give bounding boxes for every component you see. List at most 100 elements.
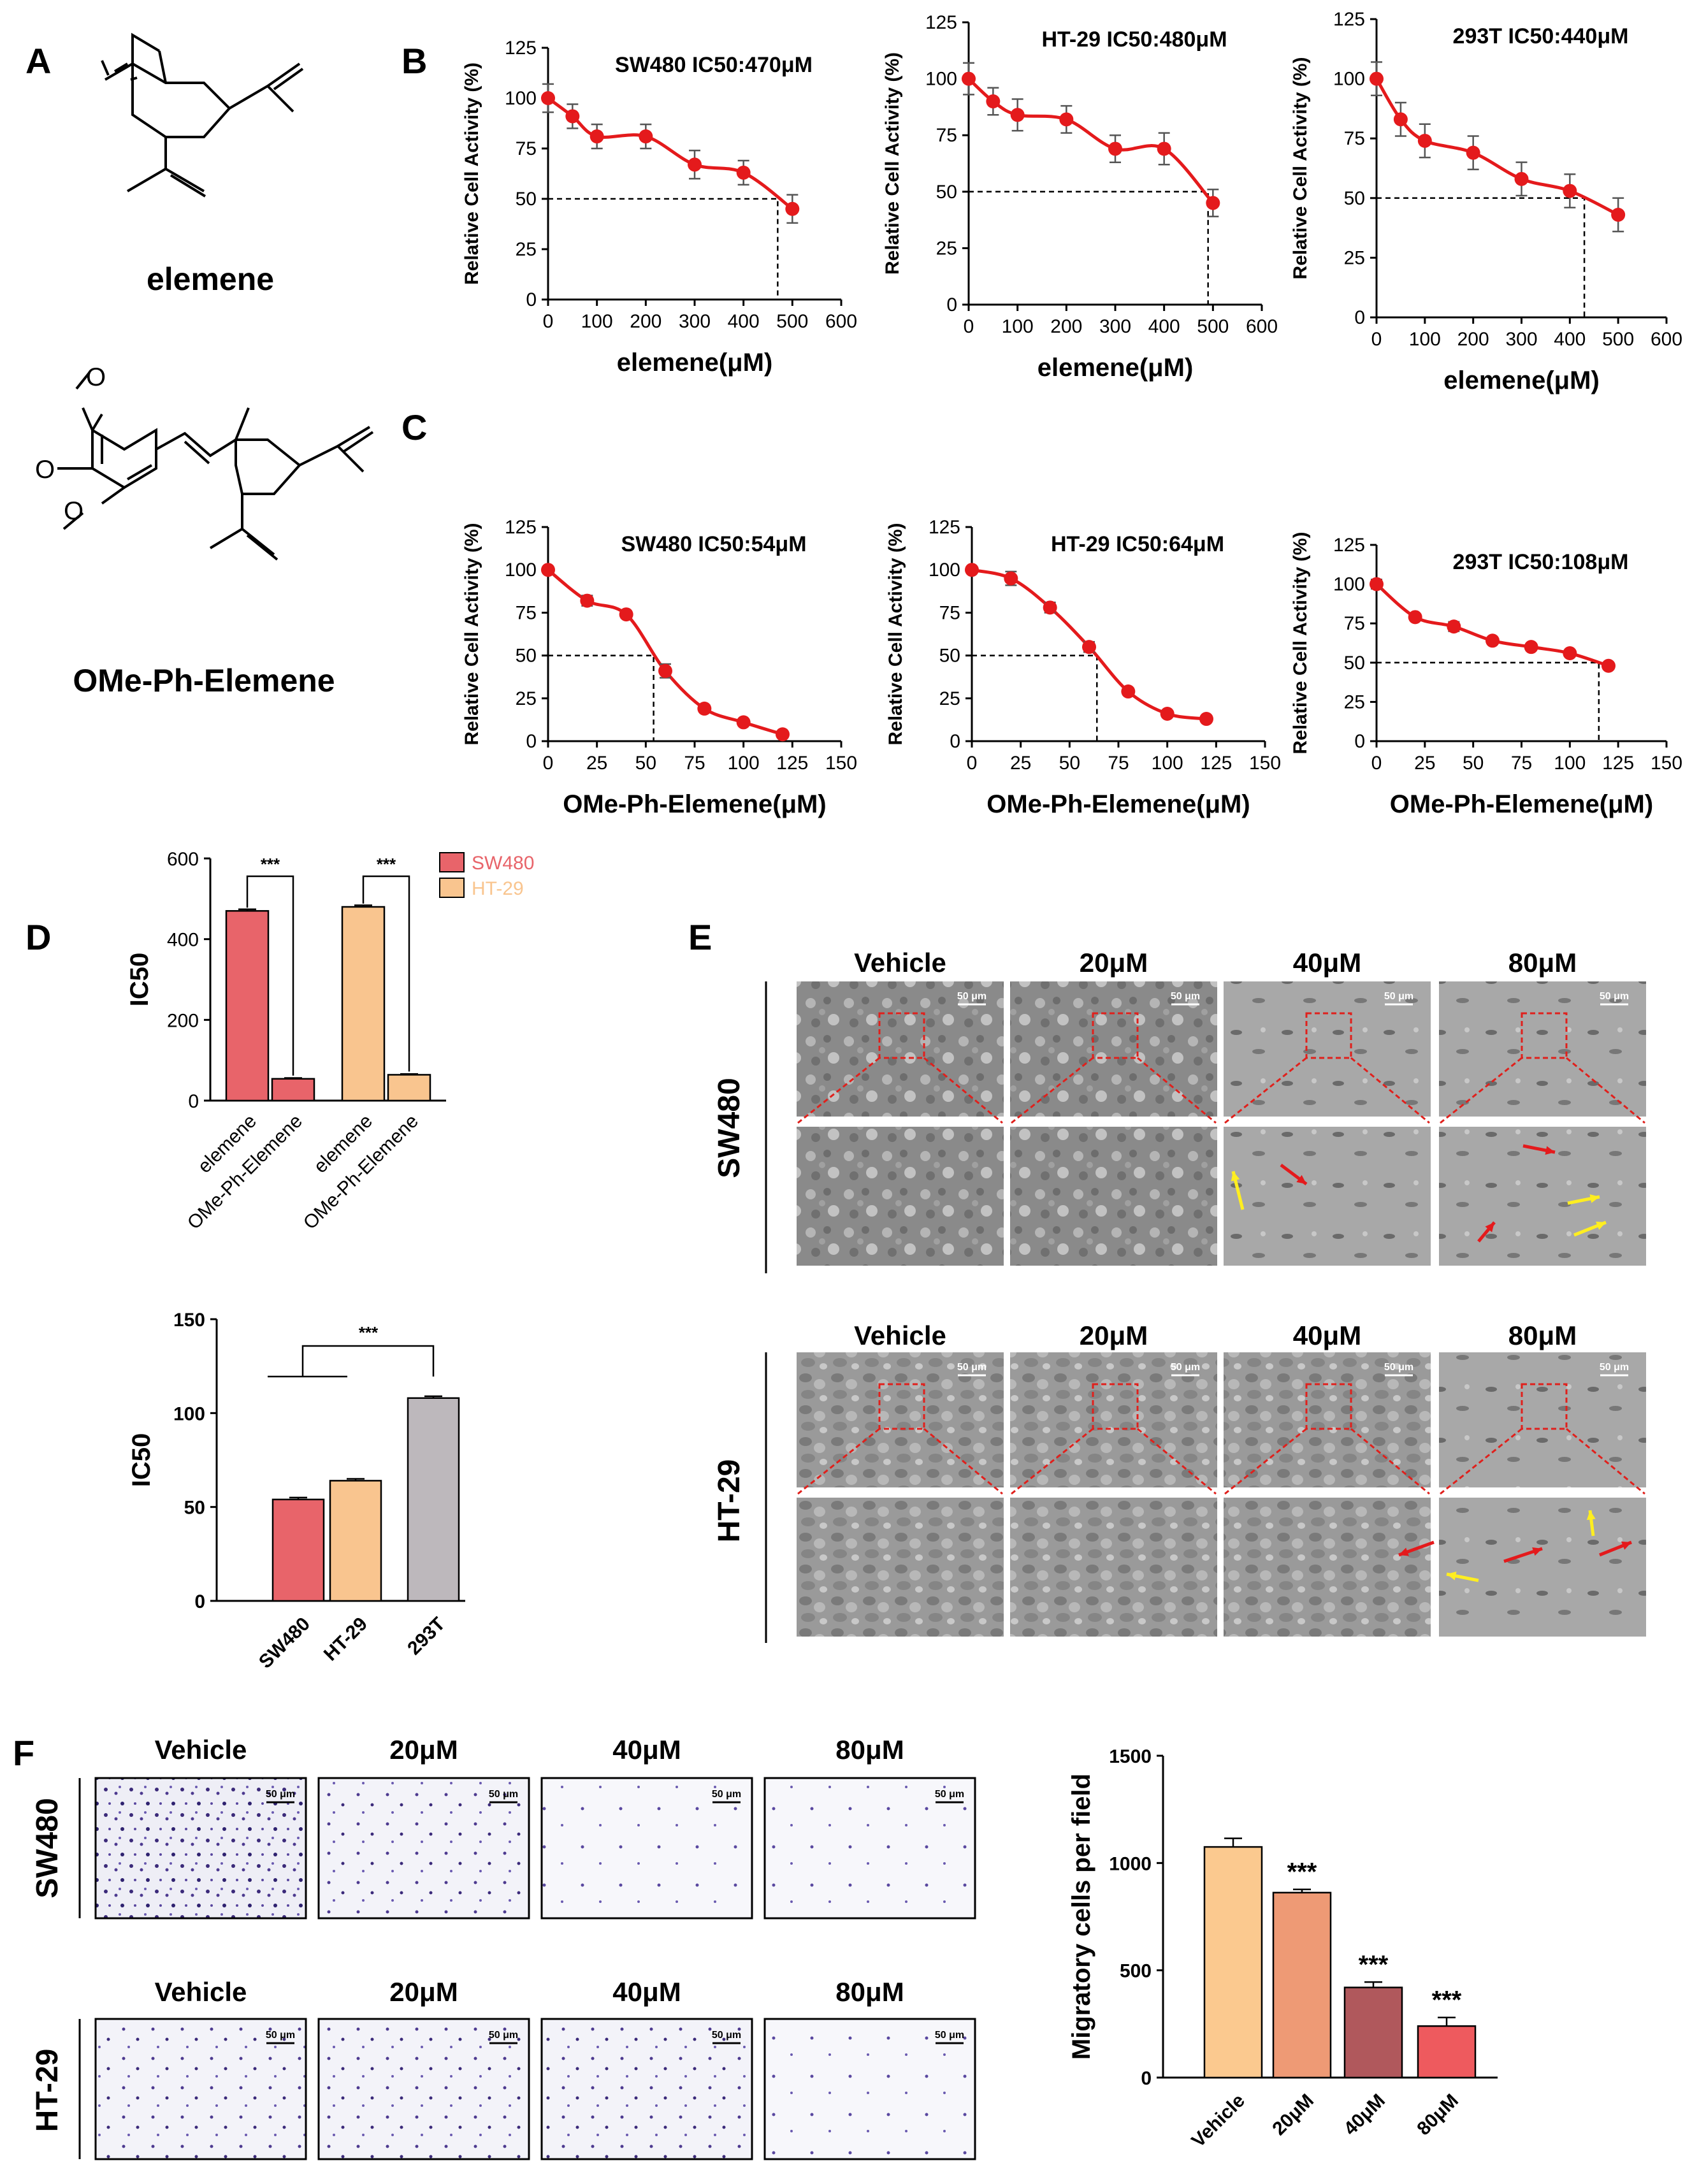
scale-bar-label: 50 μm (266, 2030, 295, 2041)
y-tick-label: 75 (939, 602, 960, 623)
y-tick-label: 50 (1344, 653, 1365, 674)
data-point (1447, 619, 1461, 634)
y-tick-label: 100 (505, 560, 537, 581)
condition-header: Vehicle (155, 1735, 247, 1765)
zoom-line (1137, 1057, 1217, 1124)
x-tick-label: 400 (728, 311, 760, 332)
data-point (697, 701, 712, 716)
x-tick-label: 500 (1197, 316, 1229, 337)
x-tick-label: 200 (1457, 329, 1489, 350)
y-tick-label: 0 (1354, 731, 1365, 752)
x-axis-label: OMe-Ph-Elemene(μM) (987, 790, 1250, 818)
x-tick-label: 400 (1148, 316, 1180, 337)
x-tick-label: 300 (1505, 329, 1537, 350)
x-tick-label: 0 (543, 753, 554, 774)
panel-f-transwell: Vehicle 20μM 40μM 80μM SW480 50 μm 50 μm 50 μm 5… (31, 1735, 976, 2160)
y-tick-label: 100 (505, 88, 537, 109)
y-tick-label: 25 (939, 688, 960, 709)
chart-c-293t: 0 25 50 75 100 125 150 0 25 50 75 100 125 293T IC50:1… (1290, 532, 1682, 819)
data-point (1059, 112, 1074, 127)
ome-ph-elemene-name: OMe-Ph-Elemene (73, 663, 335, 698)
red-arrowhead (1485, 1222, 1494, 1233)
chart-f-migration: 0 500 1000 1500 Migratory cells per field Veh… (1067, 1746, 1498, 2151)
micrograph-zoom (1439, 1127, 1646, 1266)
x-tick-label: HT-29 (320, 1614, 372, 1665)
scale-bar-label: 50 μm (1171, 991, 1200, 1002)
condition-header: 20μM (1080, 948, 1148, 978)
x-tick-label: 600 (1651, 329, 1682, 350)
micrograph-zoom (1224, 1498, 1431, 1637)
red-arrowhead (1532, 1547, 1542, 1556)
data-point (1408, 610, 1422, 625)
x-tick-label: 150 (825, 753, 857, 774)
data-point (1004, 571, 1018, 586)
x-axis-label: OMe-Ph-Elemene(μM) (1390, 790, 1653, 818)
x-tick-label: 200 (1050, 316, 1082, 337)
panel-letter-f: F (13, 1733, 34, 1773)
yellow-arrowhead (1231, 1171, 1240, 1182)
y-tick-label: 0 (1141, 2068, 1152, 2089)
data-point (1486, 633, 1500, 648)
scale-bar-label: 50 μm (1600, 991, 1629, 1002)
chart-title: HT-29 IC50:64μM (1051, 532, 1224, 556)
scale-bar-label: 50 μm (935, 1789, 964, 1800)
chart-title: HT-29 IC50:480μM (1041, 27, 1227, 52)
micrograph-zoom (1224, 1127, 1431, 1266)
zoom-line (923, 1428, 1003, 1495)
y-tick-label: 600 (167, 849, 199, 870)
bar (271, 1078, 315, 1102)
ic50-guide (548, 654, 654, 741)
x-tick-label: 600 (825, 311, 857, 332)
methoxy-o-2: O (35, 456, 55, 484)
chart-d-legend: SW480 HT-29 (439, 852, 534, 899)
ic50-guide (548, 198, 779, 300)
significance-label: *** (1359, 1951, 1389, 1979)
significance-bracket (301, 1345, 435, 1377)
scale-bar-label: 50 μm (712, 1789, 741, 1800)
x-tick-label: 0 (967, 753, 978, 774)
data-point (736, 715, 751, 730)
row-label: HT-29 (31, 2049, 64, 2132)
bar (407, 1397, 460, 1602)
y-tick-label: 0 (194, 1591, 205, 1612)
legend-swatch-ht29 (439, 878, 465, 898)
zoom-line (1137, 1428, 1217, 1495)
ic50-guide (972, 654, 1098, 741)
data-point (1563, 646, 1577, 661)
micrograph-zoom (797, 1498, 1004, 1637)
methoxy-o-1: O (86, 363, 106, 391)
y-tick-label: 50 (939, 646, 960, 667)
zoom-line (1350, 1428, 1430, 1495)
y-axis-label: Relative Cell Activity (%) (882, 52, 903, 275)
y-tick-label: 0 (526, 731, 537, 752)
y-tick-label: 50 (516, 189, 537, 210)
y-tick-label: 75 (1344, 128, 1365, 149)
yellow-arrowhead (1596, 1221, 1606, 1230)
zoom-line (1440, 1428, 1522, 1495)
micrograph-zoom (1010, 1127, 1217, 1266)
red-arrowhead (1621, 1541, 1631, 1550)
x-tick-label: 50 (1463, 753, 1484, 774)
y-tick-label: 125 (925, 12, 957, 33)
data-point (688, 157, 702, 172)
yellow-arrowhead (1589, 1194, 1600, 1203)
data-point (1466, 145, 1480, 160)
micrograph-zoom (1439, 1498, 1646, 1637)
scale-bar-label: 50 μm (489, 2030, 518, 2041)
y-axis-label: Relative Cell Activity (%) (1290, 532, 1311, 755)
x-tick-label: 100 (1409, 329, 1441, 350)
data-point (541, 563, 555, 577)
y-tick-label: 25 (936, 238, 957, 259)
y-tick-label: 25 (1344, 691, 1365, 712)
y-tick-label: 0 (526, 289, 537, 310)
x-tick-label: 0 (1371, 753, 1382, 774)
y-tick-label: 1000 (1109, 1853, 1152, 1874)
bar (225, 910, 270, 1102)
row-label: HT-29 (712, 1459, 746, 1543)
zoom-line (1350, 1057, 1430, 1124)
x-tick-label: 50 (1059, 753, 1080, 774)
y-tick-label: 25 (516, 239, 537, 260)
zoom-box (1092, 1012, 1139, 1059)
data-point (1121, 684, 1136, 699)
y-tick-label: 0 (1354, 307, 1365, 328)
